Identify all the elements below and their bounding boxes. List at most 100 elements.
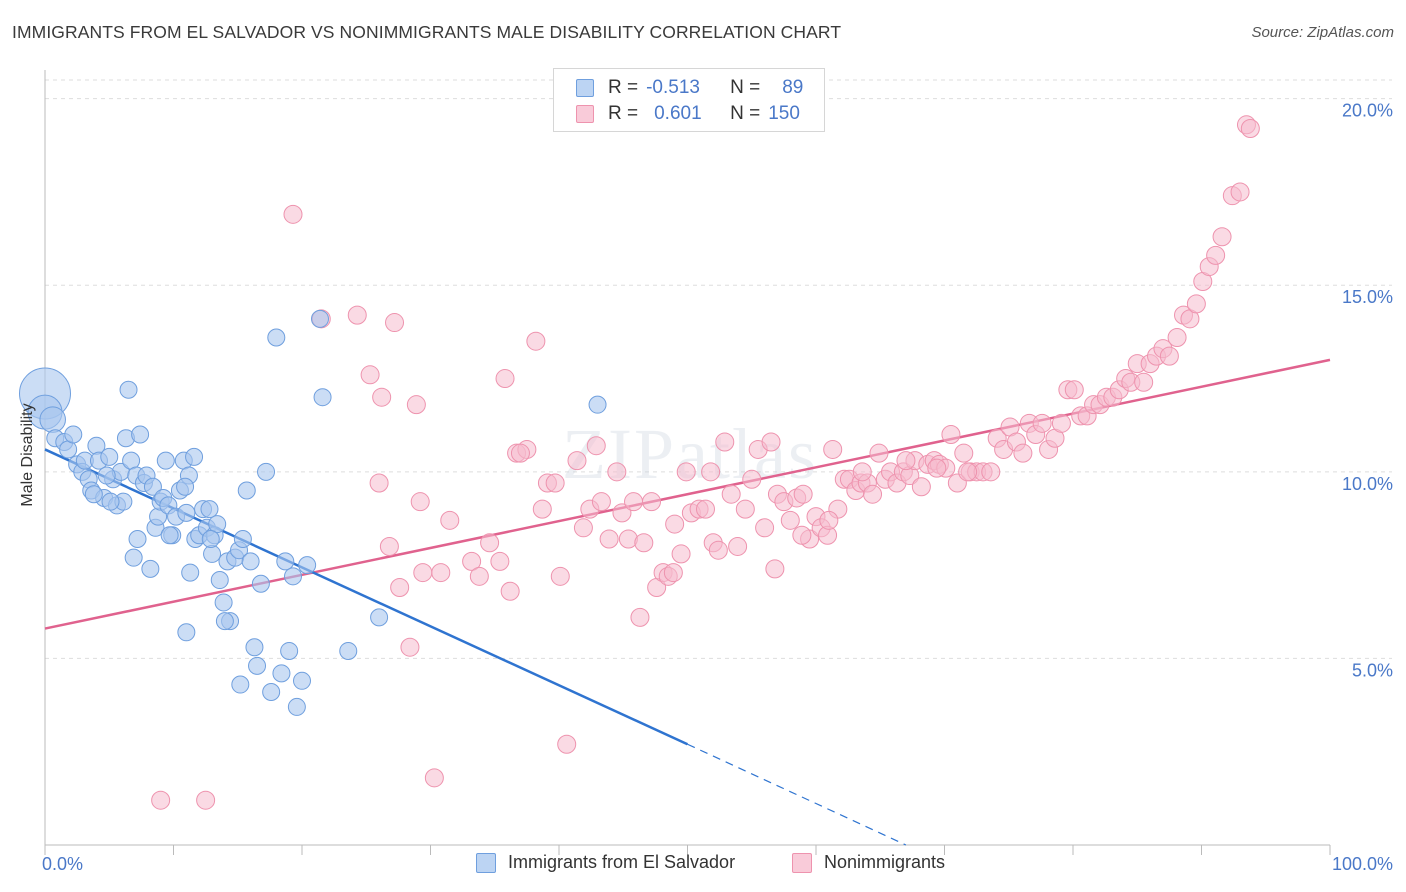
point-nonimmigrants (607, 462, 627, 482)
point-nonimmigrants (1206, 245, 1226, 265)
point-nonimmigrants (761, 432, 781, 452)
point-nonimmigrants (372, 387, 392, 407)
y-tick-label: 20.0% (1342, 101, 1393, 121)
point-immigrants (370, 608, 389, 627)
legend-r-value: 0.601 (654, 103, 702, 124)
point-nonimmigrants (550, 566, 570, 586)
point-nonimmigrants (151, 790, 171, 810)
point-nonimmigrants (981, 462, 1001, 482)
point-immigrants (97, 466, 116, 485)
point-nonimmigrants (599, 529, 619, 549)
point-nonimmigrants (792, 525, 812, 545)
trend-line-immigrants (44, 448, 689, 746)
point-immigrants (272, 664, 291, 683)
point-immigrants (177, 623, 196, 642)
point-nonimmigrants (1032, 413, 1052, 433)
point-nonimmigrants (440, 510, 460, 530)
chart-title: IMMIGRANTS FROM EL SALVADOR VS NONIMMIGR… (12, 22, 842, 42)
point-immigrants (214, 593, 233, 612)
point-immigrants (84, 485, 103, 504)
legend-r-label: R = (608, 103, 639, 124)
point-immigrants (177, 503, 196, 522)
point-nonimmigrants (400, 637, 420, 657)
point-nonimmigrants (196, 790, 216, 810)
point-nonimmigrants (567, 451, 587, 471)
data-points (19, 115, 1260, 810)
point-nonimmigrants (958, 462, 978, 482)
legend-r-label: R = (608, 77, 639, 98)
point-nonimmigrants (462, 551, 482, 571)
point-immigrants (64, 425, 83, 444)
point-immigrants (201, 530, 220, 548)
point-immigrants (181, 563, 200, 582)
point-nonimmigrants (360, 365, 380, 385)
point-nonimmigrants (852, 462, 872, 482)
legend-n-value: 150 (768, 103, 800, 124)
point-nonimmigrants (721, 484, 741, 504)
point-nonimmigrants (927, 458, 947, 478)
point-nonimmigrants (347, 305, 367, 325)
point-immigrants (185, 447, 204, 466)
grid-lines (45, 79, 1392, 659)
point-nonimmigrants (728, 536, 748, 556)
point-nonimmigrants (612, 503, 632, 523)
point-immigrants (59, 440, 78, 459)
x-tick-labels: 0.0% 100.0% (42, 854, 1393, 874)
point-nonimmigrants (369, 473, 389, 493)
y-tick-labels: 5.0% 10.0% 15.0% 20.0% (1342, 101, 1393, 681)
y-axis-label-text: Male Disability (19, 403, 36, 507)
point-nonimmigrants (896, 451, 916, 471)
point-nonimmigrants (586, 436, 606, 456)
point-nonimmigrants (1212, 227, 1232, 247)
legend-swatch-blue (576, 79, 594, 97)
point-nonimmigrants (283, 204, 303, 224)
point-nonimmigrants (755, 518, 775, 538)
point-immigrants (100, 447, 119, 466)
legend-item-nonimmigrants: Nonimmigrants (792, 852, 945, 873)
point-nonimmigrants (532, 499, 552, 519)
point-nonimmigrants (500, 581, 520, 601)
point-nonimmigrants (823, 439, 843, 459)
stats-legend: R = -0.513 N = 89 R = 0.601 N = 150 (553, 68, 825, 132)
point-immigrants (160, 526, 179, 545)
point-immigrants (122, 451, 141, 470)
point-immigrants (298, 556, 317, 575)
x-tick-label: 0.0% (42, 854, 83, 874)
point-nonimmigrants (780, 510, 800, 530)
point-nonimmigrants (469, 566, 489, 586)
legend-swatch-blue (476, 852, 496, 873)
point-immigrants (310, 309, 329, 328)
point-nonimmigrants (424, 768, 444, 788)
point-nonimmigrants (490, 551, 510, 571)
legend-item-immigrants: Immigrants from El Salvador (476, 852, 735, 873)
point-immigrants (208, 515, 227, 534)
point-immigrants (143, 477, 162, 496)
legend-r-value: -0.513 (646, 77, 700, 98)
point-nonimmigrants (1159, 346, 1179, 366)
point-immigrants (245, 638, 264, 657)
point-immigrants (215, 612, 234, 631)
point-nonimmigrants (671, 544, 691, 564)
point-immigrants (267, 328, 286, 347)
point-immigrants (101, 492, 120, 511)
x-tick-label: 100.0% (1332, 854, 1393, 874)
legend-label-immigrants: Immigrants from El Salvador (508, 852, 736, 872)
trend-line-immigrants-extension (687, 743, 907, 846)
point-immigrants (237, 481, 256, 500)
point-immigrants (262, 683, 281, 701)
point-immigrants (313, 388, 332, 407)
point-nonimmigrants (410, 492, 430, 512)
point-nonimmigrants (819, 510, 839, 530)
point-nonimmigrants (1013, 443, 1033, 463)
point-immigrants (124, 548, 143, 567)
point-nonimmigrants (735, 499, 755, 519)
point-nonimmigrants (557, 734, 577, 754)
legend-row-pink: R = 0.601 N = 150 (576, 102, 800, 126)
point-nonimmigrants (954, 443, 974, 463)
point-nonimmigrants (526, 331, 546, 351)
point-nonimmigrants (765, 559, 785, 579)
point-immigrants (141, 559, 160, 578)
point-nonimmigrants (385, 313, 405, 333)
legend-swatch-pink (576, 105, 594, 123)
